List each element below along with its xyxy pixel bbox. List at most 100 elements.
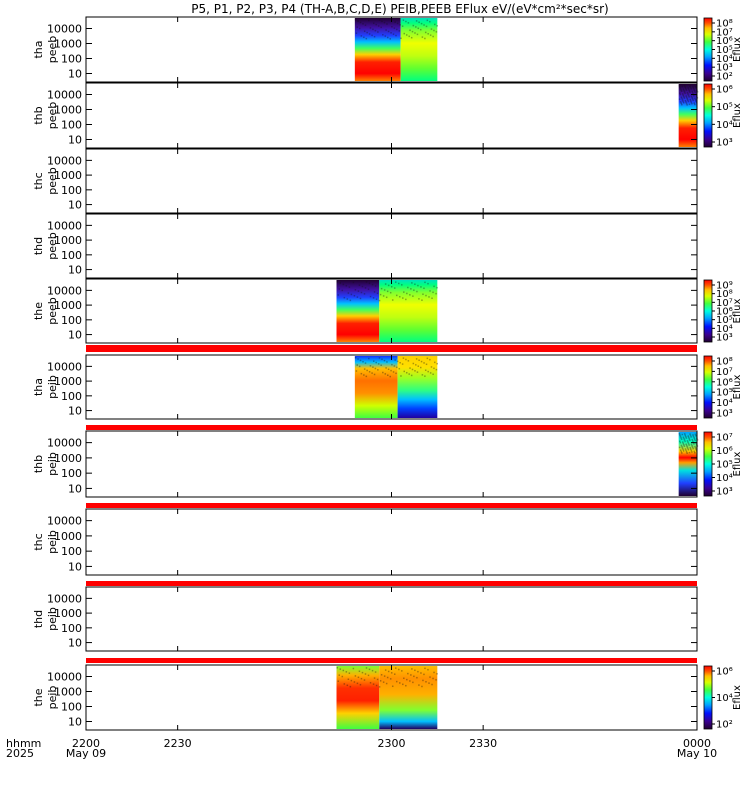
the-peib-noise [371,669,374,672]
tha-peib-noise [398,367,401,370]
the-peib-noise [414,669,416,672]
thc-peeb-ytick-label: 10 [68,199,82,212]
thb-peeb-noise [686,92,689,94]
tha-peib-colorbar-label: 10³ [716,409,733,420]
tha-peib-ytick-label: 10000 [47,360,82,373]
thd-peeb-ylabel-inst: peeb [46,232,59,260]
thc-peib-ylabel-probe: thc [32,533,45,550]
thb-peeb-noise [688,96,690,98]
thb-peib-spectrum-early [678,432,697,496]
thb-peib-noise [690,443,693,446]
tha-peib-noise [427,370,429,373]
the-peeb-noise [357,290,360,292]
the-peeb-noise [406,292,408,295]
time-tick-label: 2200 [72,737,100,750]
thb-peib-noise [679,435,682,438]
the-peib-noise [376,678,379,681]
tha-peeb-noise [411,30,414,33]
thb-peeb-noise [685,95,687,97]
tha-peeb-noise [377,25,380,27]
thd-peib-ylabel-probe: thd [32,610,45,628]
thb-peeb-noise [692,87,695,90]
tha-peeb-noise [394,21,396,23]
the-peib-noise [424,667,426,670]
thb-peib-ytick-label: 10000 [47,437,82,450]
tha-peib-noise [396,366,398,369]
tha-peeb-colorbar-label: 10⁴ [716,54,733,65]
tha-peeb-noise [372,22,375,25]
thb-peib-noise [693,436,695,439]
tha-peib-noise [430,366,433,368]
thc-peib-ytick-label: 100 [61,545,82,558]
panel-tha-peeb: 10000 1000 100 10 tha peeb 10⁸10⁷10⁶10⁵10⁴10³1… [32,16,743,83]
thb-peib-noise [690,449,693,452]
the-peeb-noise [403,291,405,293]
tha-peib-noise [435,368,438,371]
tha-peeb-noise [369,27,372,29]
the-peib-noise [412,681,414,684]
the-peib-noise [386,676,389,679]
tha-peib-noise [362,361,364,363]
the-peib-noise [343,683,346,685]
thb-peeb-colorbar-label: 10⁵ [716,102,733,113]
thb-peib-noise [685,435,687,438]
thb-peib-noise [684,448,687,450]
thb-peib-noise [682,442,685,445]
thb-peeb-noise [680,96,683,99]
thb-peib-colorbar-label: 10⁴ [716,473,733,484]
tha-peeb-noise [395,34,397,37]
thb-peib-noise [683,433,686,435]
the-peib-noise [363,679,366,681]
thc-peeb-ylabel-inst: peeb [46,167,59,195]
time-tick-label: 2330 [469,737,497,750]
tha-peeb-noise [405,34,408,36]
the-peeb-noise [389,291,392,294]
thb-peeb-ylabel-probe: thb [32,106,45,124]
the-peeb-noise [350,293,353,296]
the-peib-noise [358,670,361,673]
tha-peib-noise [414,370,416,372]
tha-peib-noise [421,374,424,376]
thb-peeb-colorbar-label: 10⁴ [716,120,733,131]
thb-peeb-colorbar-label: 10³ [716,138,733,149]
the-peib-noise [402,683,404,686]
tha-peib-noise [363,374,365,376]
tha-peib-noise [354,357,357,359]
tha-peeb-colorbar-label: 10⁸ [716,19,733,30]
time-tick-label: 0000 [683,737,711,750]
the-peeb-noise [398,282,400,285]
thb-peeb-noise [690,100,692,102]
the-peeb-noise [385,296,388,299]
tha-peeb-noise [371,34,373,37]
tha-peib-noise [363,368,366,370]
tha-peeb-noise [392,33,395,35]
tha-peeb-noise [403,32,406,35]
the-peeb-noise [432,291,434,294]
the-peib-noise [417,670,419,673]
tha-peib-noise [424,375,426,377]
thb-peib-noise [687,449,690,451]
the-peeb-ylabel-inst: peeb [46,297,59,325]
thb-peeb-noise [691,96,693,99]
tha-peeb-noise [384,35,387,37]
thb-peeb-ytick-label: 100 [61,119,82,132]
tha-peib-noise [418,359,420,361]
thd-peib-ytick-label: 10000 [47,592,82,605]
tha-peib-noise [389,375,391,378]
tha-peib-noise [387,374,389,376]
thb-peeb-noise [694,99,697,101]
thb-peeb-ytick-label: 10000 [47,89,82,102]
tha-peib-noise [400,375,402,377]
tha-peeb-noise [427,33,429,35]
thb-peib-noise [686,452,688,454]
the-peib-noise [352,667,355,670]
thb-peib-noise [685,449,687,452]
tha-peib-noise [383,359,386,362]
thb-peib-noise [694,452,696,454]
tha-peib-noise [391,363,393,366]
the-peib-noise [353,681,356,683]
the-peeb-noise [429,290,431,292]
thb-peib-noise [689,447,691,449]
the-peib-colorbar-label: 10² [716,720,733,731]
